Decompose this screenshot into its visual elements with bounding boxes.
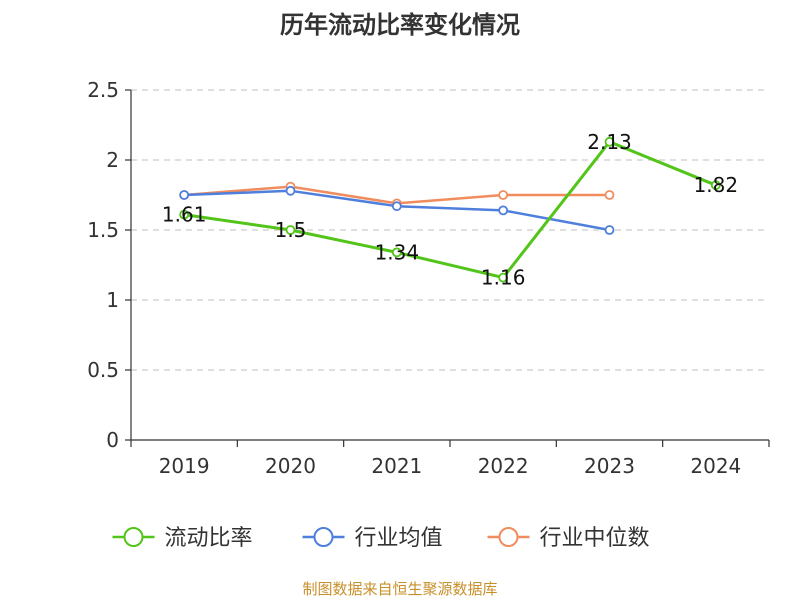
legend-marker — [498, 527, 519, 547]
data-point — [179, 209, 190, 220]
data-point — [391, 247, 402, 258]
axis-layer: 0 0.5 1 1.5 2 2.5 2019 2020 2021 2022 2023 2024 — [87, 78, 770, 478]
data-point — [285, 225, 296, 235]
data-point — [604, 190, 615, 200]
legend-item-2: 行业中位数 — [487, 526, 650, 551]
legend-item-0: 流动比率 — [112, 526, 253, 551]
data-point — [498, 205, 509, 216]
data-point — [285, 185, 296, 196]
x-tick-label: 2024 — [690, 454, 741, 478]
data-label: 1.61 — [162, 203, 207, 227]
data-point — [604, 136, 615, 147]
data-point — [498, 272, 509, 283]
y-tick-label: 1.5 — [87, 218, 119, 242]
data-point — [179, 190, 190, 200]
y-tick-label: 0 — [106, 428, 119, 452]
series-layer — [179, 136, 721, 283]
data-point — [498, 190, 509, 200]
legend-label: 行业中位数 — [540, 526, 650, 551]
x-tick-label: 2022 — [478, 454, 529, 478]
legend-label: 行业均值 — [355, 526, 443, 551]
data-label: 1.16 — [481, 266, 526, 290]
source-note: 制图数据来自恒生聚源数据库 — [302, 580, 497, 598]
y-tick-label: 2.5 — [87, 78, 119, 102]
legend-marker — [123, 527, 144, 547]
grid-layer — [131, 89, 769, 371]
legend: 流动比率 行业均值 行业中位数 — [112, 526, 650, 551]
y-tick-label: 0.5 — [87, 358, 119, 382]
data-label: 1.34 — [375, 240, 420, 264]
data-point — [391, 201, 402, 212]
legend-marker — [313, 527, 334, 547]
x-tick-label: 2023 — [584, 454, 635, 478]
chart-title: 历年流动比率变化情况 — [280, 11, 520, 39]
data-label: 1.82 — [694, 173, 739, 197]
y-tick-label: 2 — [106, 148, 119, 172]
data-label: 2.13 — [587, 130, 632, 154]
series-line-0 — [183, 140, 717, 280]
data-point — [710, 180, 721, 191]
data-label-layer: 1.61 1.5 1.34 1.16 2.13 1.82 — [162, 130, 738, 290]
x-tick-label: 2020 — [265, 454, 316, 478]
y-tick-label: 1 — [106, 288, 119, 312]
legend-label: 流动比率 — [165, 526, 253, 551]
data-point — [604, 225, 615, 235]
legend-item-1: 行业均值 — [302, 526, 443, 551]
x-tick-label: 2021 — [371, 454, 422, 478]
data-label: 1.5 — [275, 218, 307, 242]
x-tick-label: 2019 — [159, 454, 210, 478]
